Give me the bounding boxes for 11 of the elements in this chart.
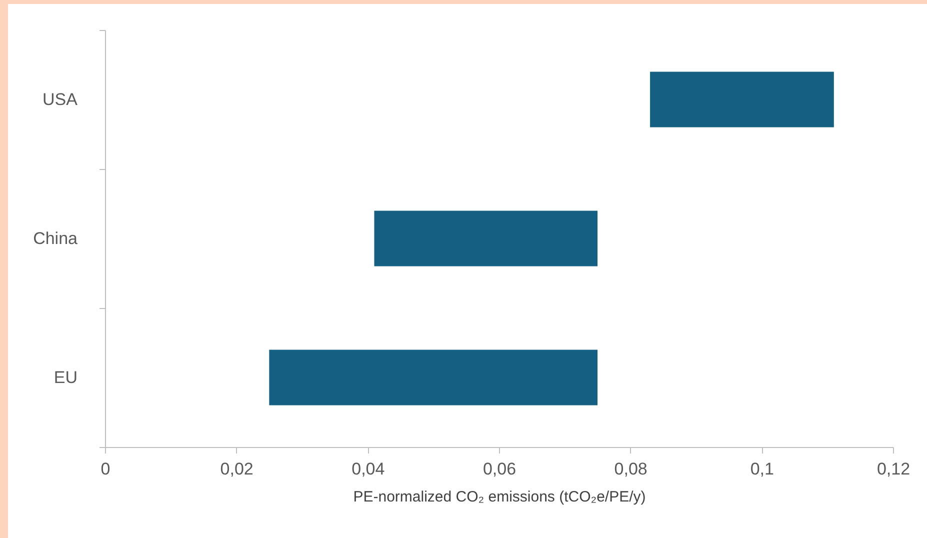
x-tick-label: 0,02 [220,460,254,478]
x-tick-label: 0 [100,460,110,478]
x-tick-label: 0,04 [352,460,385,478]
x-tick-label: 0,12 [876,460,910,478]
y-tick-label: China [33,229,78,248]
y-tick-label: EU [54,368,78,387]
x-tick-label: 0,1 [750,460,774,478]
x-tick-label: 0,08 [614,460,648,478]
x-tick-label: 0,06 [482,460,516,478]
x-axis-title: PE-normalized CO₂ emissions (tCO₂e/PE/y) [353,488,646,506]
y-tick-label: USA [42,90,78,109]
